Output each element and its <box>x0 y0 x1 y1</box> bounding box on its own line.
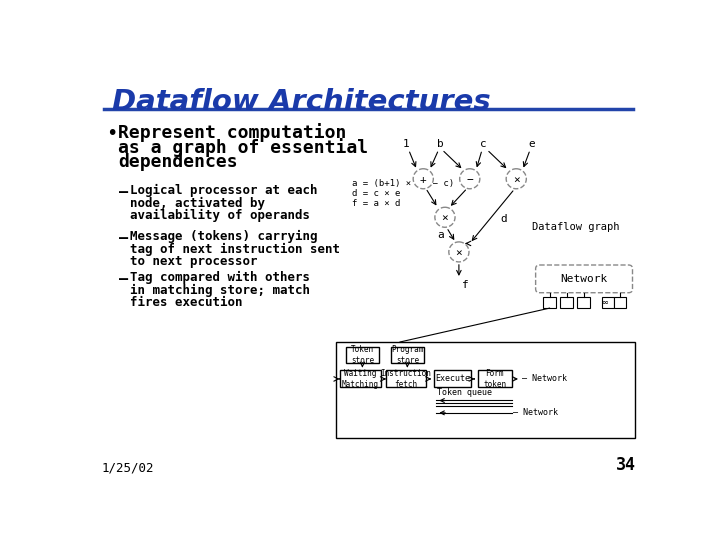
Text: Dataflow graph: Dataflow graph <box>532 221 619 232</box>
Text: 1: 1 <box>402 139 410 149</box>
Bar <box>386 370 426 387</box>
Circle shape <box>435 207 455 227</box>
Text: tag of next instruction sent: tag of next instruction sent <box>130 242 341 256</box>
Text: e: e <box>528 139 535 149</box>
Text: –: – <box>120 231 129 245</box>
Text: Instruction
fetch: Instruction fetch <box>381 369 431 389</box>
Bar <box>560 298 573 308</box>
Text: Represent computation: Represent computation <box>118 123 346 141</box>
Bar <box>336 342 635 438</box>
Text: c: c <box>480 139 487 149</box>
Text: Network: Network <box>560 274 608 284</box>
Text: node, activated by: node, activated by <box>130 197 265 210</box>
Text: +: + <box>420 174 427 185</box>
Text: Waiting
Matching: Waiting Matching <box>342 369 379 389</box>
Text: ×: × <box>513 174 520 185</box>
Text: b: b <box>437 139 444 149</box>
Bar <box>614 298 626 308</box>
Text: f: f <box>462 280 469 291</box>
Text: Execute: Execute <box>435 374 470 383</box>
Text: availability of operands: availability of operands <box>130 209 310 222</box>
Circle shape <box>449 242 469 262</box>
Bar <box>346 347 379 363</box>
Bar <box>577 298 590 308</box>
Text: dependences: dependences <box>118 153 238 171</box>
Circle shape <box>459 168 480 189</box>
Bar <box>340 370 382 387</box>
Text: fires execution: fires execution <box>130 296 243 309</box>
Text: Token queue: Token queue <box>437 388 492 397</box>
Text: – Network: – Network <box>523 374 567 383</box>
FancyBboxPatch shape <box>536 265 632 293</box>
Text: d: d <box>500 214 508 224</box>
Text: −: − <box>467 174 473 185</box>
Text: Token
store: Token store <box>351 346 374 365</box>
Text: ∞: ∞ <box>601 298 608 307</box>
Bar <box>601 298 614 308</box>
Text: Tag compared with others: Tag compared with others <box>130 271 310 284</box>
Text: f = a × d: f = a × d <box>352 199 400 208</box>
Text: as a graph of essential: as a graph of essential <box>118 138 368 157</box>
Text: 34: 34 <box>616 456 636 475</box>
Text: d = c × e: d = c × e <box>352 189 400 198</box>
Text: Form
token: Form token <box>483 369 506 389</box>
Text: Message (tokens) carrying: Message (tokens) carrying <box>130 231 318 244</box>
Text: Dataflow Architectures: Dataflow Architectures <box>112 88 490 116</box>
Text: ×: × <box>441 213 449 223</box>
Text: – Network: – Network <box>513 408 558 417</box>
Text: in matching store; match: in matching store; match <box>130 284 310 296</box>
Text: a = (b+1) × (b − c): a = (b+1) × (b − c) <box>352 179 454 188</box>
Text: Logical processor at each: Logical processor at each <box>130 184 318 197</box>
Text: •: • <box>107 124 117 143</box>
Bar <box>477 370 512 387</box>
Bar <box>391 347 424 363</box>
Text: Program
store: Program store <box>391 346 423 365</box>
Text: –: – <box>120 184 129 199</box>
Bar <box>544 298 556 308</box>
Circle shape <box>506 168 526 189</box>
Text: a: a <box>438 230 444 240</box>
Text: 1/25/02: 1/25/02 <box>102 462 154 475</box>
Bar <box>434 370 472 387</box>
Circle shape <box>413 168 433 189</box>
Text: ×: × <box>456 248 462 258</box>
Text: –: – <box>120 271 129 286</box>
Text: to next processor: to next processor <box>130 255 258 268</box>
